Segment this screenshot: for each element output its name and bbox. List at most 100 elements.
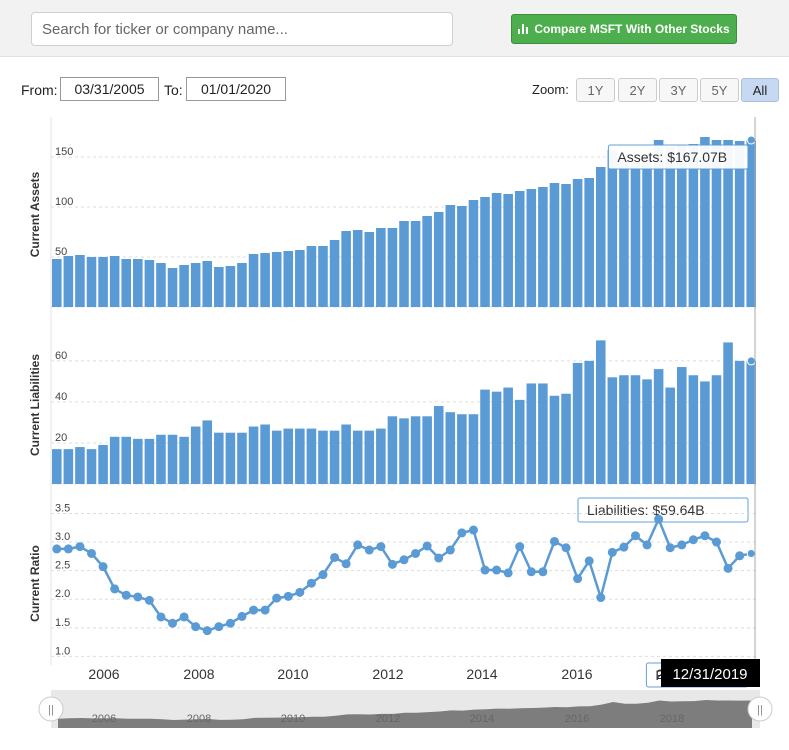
handle-knob[interactable] xyxy=(38,696,64,722)
bar xyxy=(561,184,571,307)
tooltip: Assets: $167.07B xyxy=(607,144,749,170)
bar xyxy=(144,260,155,307)
bar xyxy=(283,428,294,484)
x-tick-label: 2016 xyxy=(561,666,592,682)
zoom-3y-button[interactable]: 3Y xyxy=(659,78,698,102)
data-point xyxy=(168,618,178,628)
bar xyxy=(584,178,594,307)
data-point xyxy=(584,556,594,566)
to-date-input[interactable] xyxy=(186,77,286,101)
bar xyxy=(248,254,259,307)
navigator-year-label: 2018 xyxy=(660,713,684,725)
data-point xyxy=(202,626,212,636)
search-input[interactable] xyxy=(31,12,453,46)
data-point xyxy=(723,563,733,573)
bar xyxy=(457,414,467,484)
bar xyxy=(538,383,548,484)
bar xyxy=(665,387,675,484)
data-point xyxy=(526,567,536,577)
zoom-2y-button[interactable]: 2Y xyxy=(618,78,657,102)
y-tick-label: 100 xyxy=(55,196,73,208)
bar xyxy=(133,259,143,307)
navigator-year-label: 2010 xyxy=(281,713,305,725)
bar xyxy=(121,259,132,307)
bar xyxy=(133,438,143,484)
bar xyxy=(202,261,213,307)
bar xyxy=(700,137,710,307)
bar xyxy=(295,428,305,484)
zoom-5y-button[interactable]: 5Y xyxy=(700,78,739,102)
navigator-year-label: 2016 xyxy=(565,713,589,725)
data-point xyxy=(179,612,189,622)
navigator-year-label: 2014 xyxy=(470,713,494,725)
x-tick-label: 2008 xyxy=(183,666,214,682)
data-point xyxy=(515,542,525,552)
bar xyxy=(329,430,340,484)
bar xyxy=(746,140,756,307)
handle-grip-icon: || xyxy=(48,704,54,716)
y-tick-label: 2.5 xyxy=(55,560,70,572)
data-point xyxy=(434,553,444,563)
data-point xyxy=(144,595,154,605)
data-point xyxy=(121,590,131,600)
navigator-right-handle[interactable]: || xyxy=(747,696,773,722)
bar xyxy=(572,362,583,484)
bar xyxy=(260,253,270,307)
data-point xyxy=(677,540,687,550)
tooltip-label: Assets: xyxy=(617,149,667,165)
bar xyxy=(167,434,178,484)
data-point xyxy=(364,545,374,555)
bar xyxy=(514,191,525,307)
data-point xyxy=(688,535,698,545)
data-point xyxy=(468,525,478,535)
navigator-year-label: 2008 xyxy=(187,713,211,725)
to-label: To: xyxy=(164,82,183,98)
data-point xyxy=(330,552,340,562)
bar xyxy=(306,246,317,307)
handle-knob[interactable] xyxy=(747,696,773,722)
tooltip-box xyxy=(577,497,749,523)
bar xyxy=(214,432,224,484)
data-point xyxy=(503,568,513,578)
compare-button[interactable]: Compare MSFT With Other Stocks xyxy=(511,14,737,44)
range-navigator[interactable]: 2006 2008 2010 2012 2014 2016 2018 || || xyxy=(38,690,773,728)
data-point xyxy=(295,587,305,597)
hover-marker xyxy=(746,548,756,558)
hover-marker xyxy=(746,135,756,145)
from-date-input[interactable] xyxy=(60,77,159,101)
x-tick-label: 2006 xyxy=(88,666,119,682)
data-point xyxy=(156,612,166,622)
tooltip-box xyxy=(607,144,749,170)
data-point xyxy=(237,611,247,621)
data-point xyxy=(411,548,421,558)
bar xyxy=(572,179,583,307)
bar xyxy=(538,187,548,307)
bar xyxy=(376,228,386,307)
bar xyxy=(167,268,178,307)
bar xyxy=(514,399,525,484)
bar xyxy=(98,257,108,307)
y-tick-label: 1.0 xyxy=(55,645,70,657)
data-point xyxy=(445,545,455,555)
bar xyxy=(75,255,85,307)
zoom-all-button[interactable]: All xyxy=(741,78,779,102)
navigator-left-handle[interactable]: || xyxy=(38,696,64,722)
bar xyxy=(642,155,652,307)
navigator-year-label: 2006 xyxy=(92,713,116,725)
bar xyxy=(503,387,513,484)
data-point xyxy=(376,542,386,552)
bar xyxy=(422,216,432,307)
data-point xyxy=(191,622,201,632)
bar xyxy=(445,412,456,484)
data-point xyxy=(619,542,629,552)
bar xyxy=(121,436,132,484)
bar xyxy=(491,193,502,307)
bar-chart-icon xyxy=(518,24,529,34)
data-point xyxy=(549,536,559,546)
zoom-1y-button[interactable]: 1Y xyxy=(576,78,615,102)
data-point xyxy=(480,565,490,575)
bar xyxy=(584,360,594,484)
bar xyxy=(422,416,432,484)
data-point xyxy=(75,542,85,552)
